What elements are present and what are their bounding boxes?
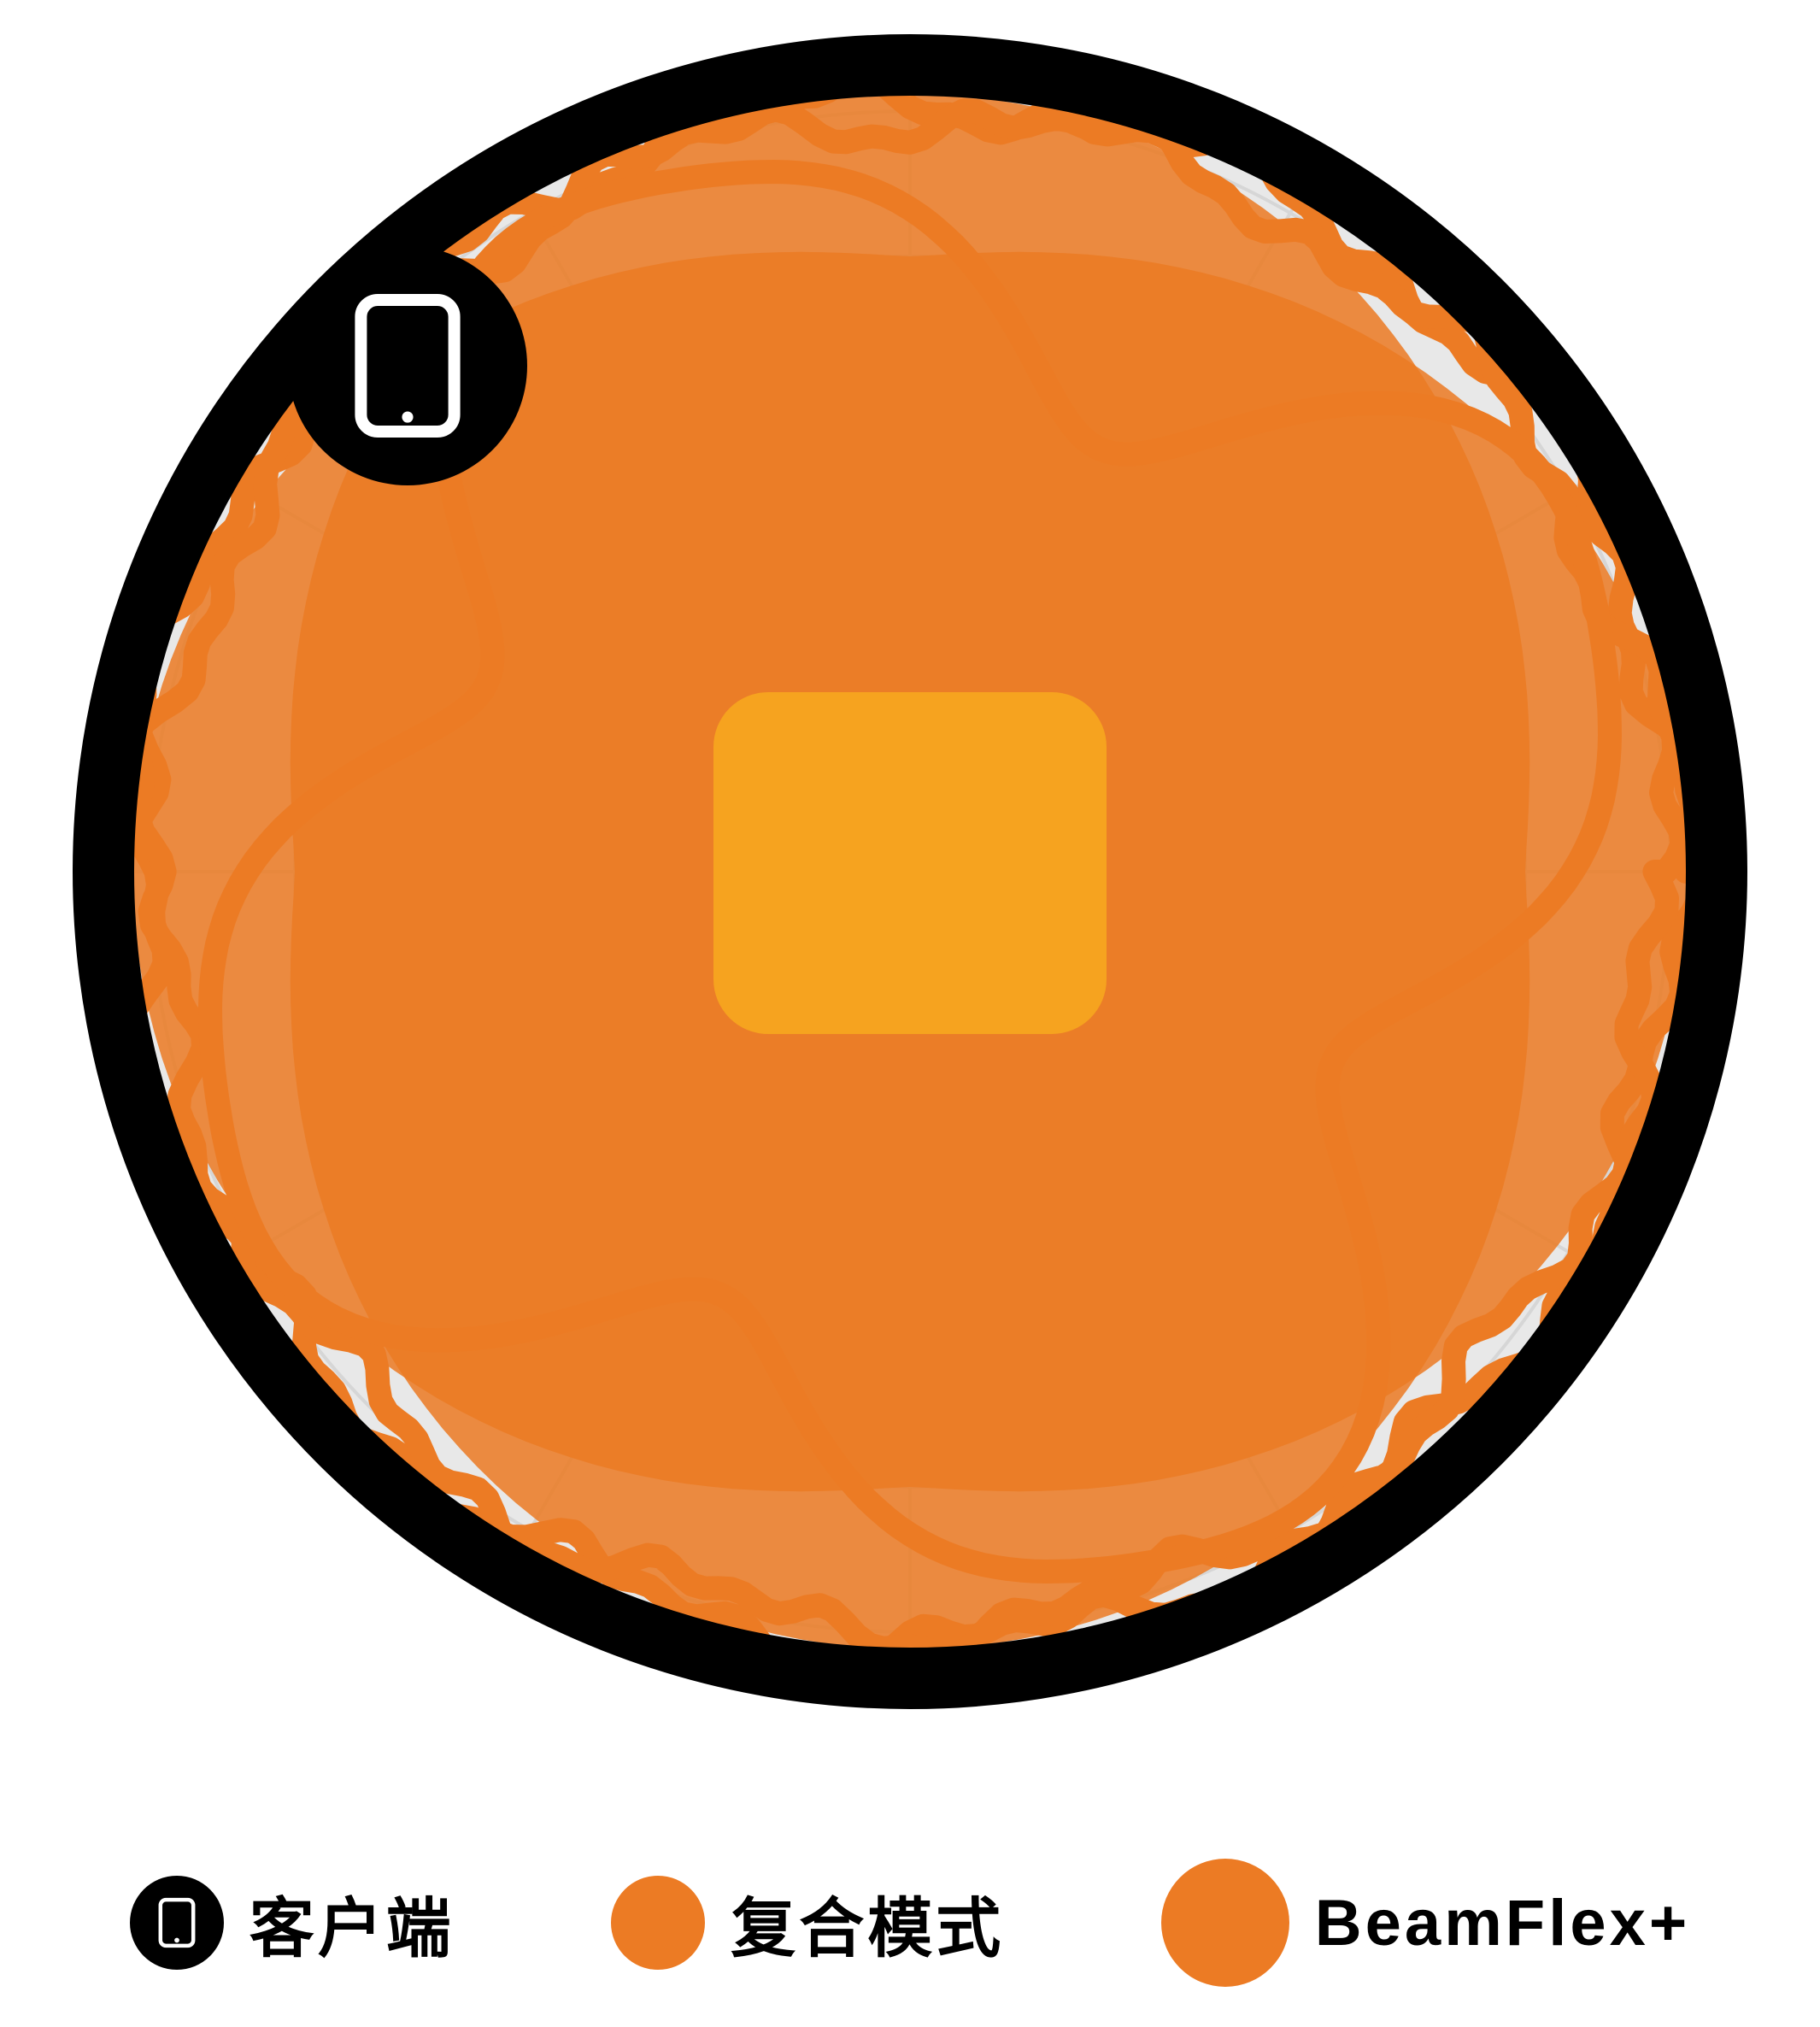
legend-item-client: 客户端 <box>130 1876 455 1970</box>
legend-label-composite: 复合模式 <box>731 1876 1004 1970</box>
composite-swatch <box>611 1876 705 1970</box>
client-icon <box>130 1876 224 1970</box>
legend: 客户端 复合模式 BeamFlex+ <box>0 1846 1820 2000</box>
legend-item-beamflex: BeamFlex+ <box>1161 1859 1690 1987</box>
figure-canvas: 客户端 复合模式 BeamFlex+ <box>0 0 1820 2027</box>
polar-svg <box>56 17 1764 1726</box>
tablet-icon <box>150 1895 204 1950</box>
polar-diagram <box>56 17 1764 1726</box>
legend-label-beamflex: BeamFlex+ <box>1315 1886 1690 1960</box>
legend-item-composite: 复合模式 <box>611 1876 1004 1970</box>
legend-label-client: 客户端 <box>250 1876 455 1970</box>
beamflex-swatch <box>1161 1859 1289 1987</box>
